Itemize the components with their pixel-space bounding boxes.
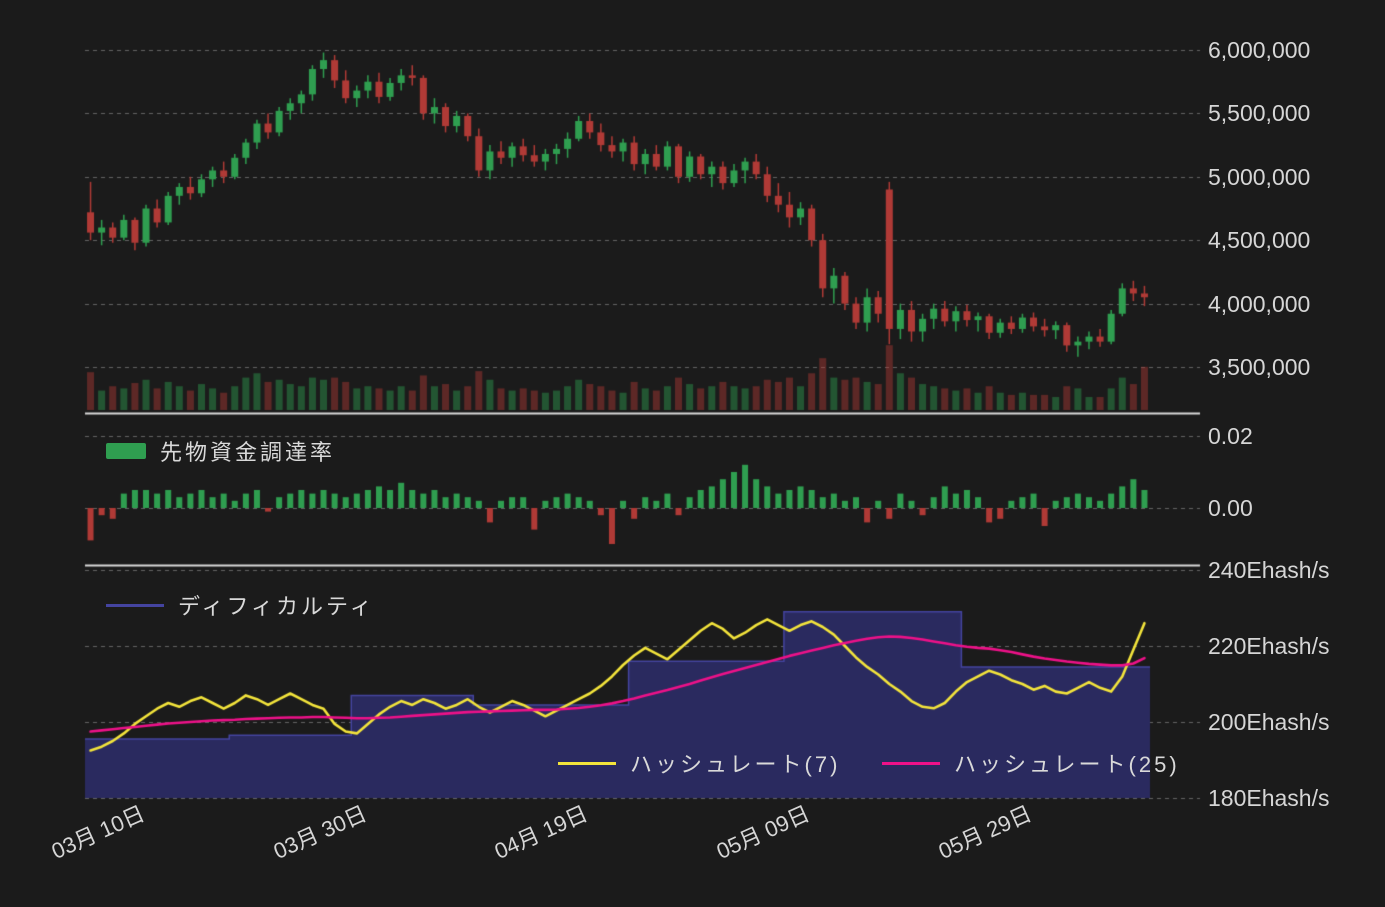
funding-rate-legend-label: 先物資金調達率 bbox=[160, 440, 336, 465]
difficulty-legend[interactable]: ディフィカルティ bbox=[106, 589, 375, 621]
price-axis-label: 6,000,000 bbox=[1208, 37, 1311, 63]
funding-axis-label: 0.00 bbox=[1208, 495, 1253, 521]
hashrate7-legend-line-icon bbox=[558, 761, 616, 765]
hashrate-axis-label: 180Ehash/s bbox=[1208, 785, 1330, 811]
price-axis-label: 5,000,000 bbox=[1208, 163, 1311, 190]
hashrate-axis-label: 220Ehash/s bbox=[1208, 633, 1330, 659]
hashrate7-legend[interactable]: ハッシュレート(7) bbox=[558, 747, 840, 779]
price-axis-label: 5,500,000 bbox=[1208, 100, 1311, 127]
difficulty-legend-line-icon bbox=[106, 603, 164, 607]
hashrate25-legend[interactable]: ハッシュレート(25) bbox=[882, 747, 1180, 779]
hashrate-axis-label: 200Ehash/s bbox=[1208, 709, 1330, 735]
price-axis-label: 3,500,000 bbox=[1208, 354, 1311, 380]
hashrate25-legend-label: ハッシュレート(25) bbox=[954, 752, 1180, 777]
hashrate7-legend-label: ハッシュレート(7) bbox=[630, 752, 841, 777]
funding-rate-legend-swatch-icon bbox=[106, 443, 146, 459]
hashrate-axis-label: 240Ehash/s bbox=[1208, 557, 1330, 583]
price-axis-label: 4,500,000 bbox=[1208, 227, 1311, 254]
funding-rate-legend[interactable]: 先物資金調達率 bbox=[106, 435, 335, 467]
funding-axis-label: 0.02 bbox=[1208, 423, 1253, 449]
hashrate25-legend-line-icon bbox=[882, 761, 940, 765]
price-axis-label: 4,000,000 bbox=[1208, 290, 1311, 317]
difficulty-legend-label: ディフィカルティ bbox=[178, 594, 375, 619]
